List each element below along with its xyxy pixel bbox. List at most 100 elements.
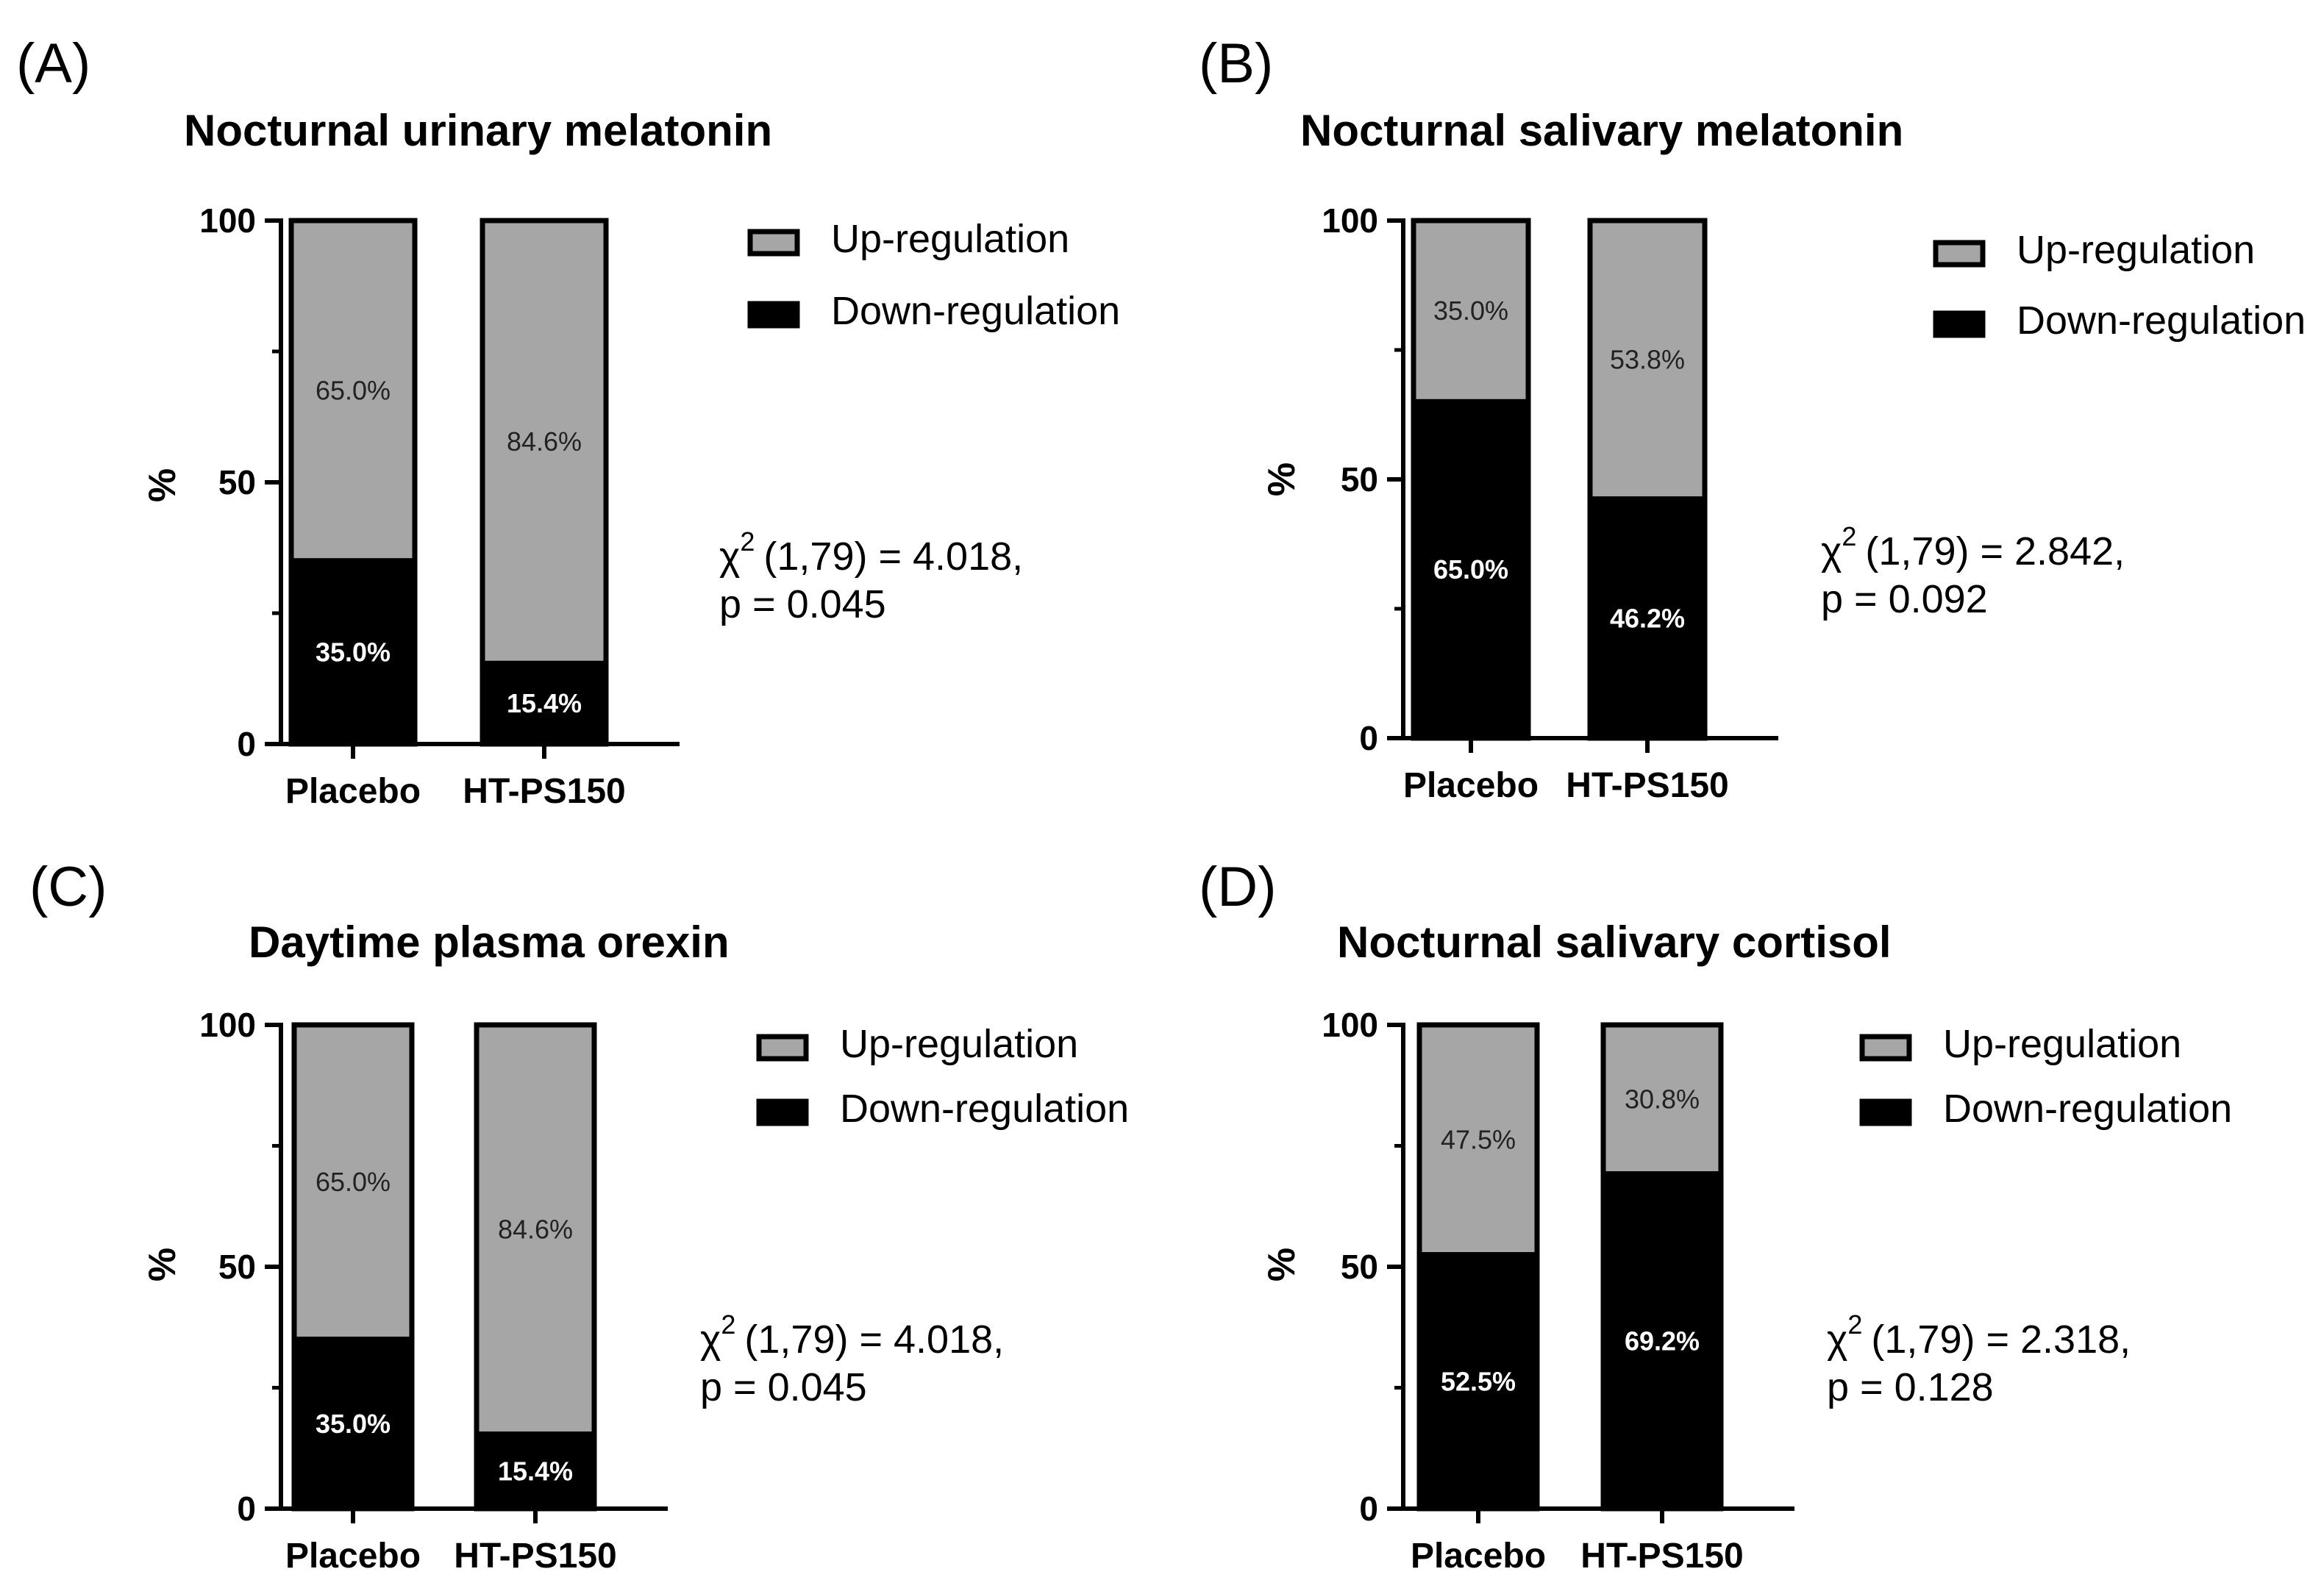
y-tick-label: 0	[1359, 719, 1378, 757]
x-tick-label: Placebo	[1411, 1537, 1546, 1576]
data-label-up: 53.8%	[1610, 344, 1685, 374]
bar-up-regulation	[1416, 1022, 1540, 1258]
legend-swatch-down	[1933, 310, 1986, 338]
chi-superscript: 2	[740, 526, 755, 557]
chi-symbol: χ	[1821, 529, 1842, 573]
panel-label: (D)	[1199, 856, 1277, 918]
legend-swatch-down	[747, 301, 800, 329]
chi-symbol: χ	[1827, 1318, 1847, 1362]
y-tick-label: 50	[1341, 1248, 1378, 1286]
stat-chi-square: χ2 (1,79) = 2.842,	[1821, 521, 2125, 573]
bar-down-regulation	[1411, 398, 1531, 741]
bar-up-regulation	[474, 1022, 597, 1437]
bar-down-regulation	[480, 660, 609, 747]
legend-label: Down-regulation	[1943, 1087, 2232, 1131]
x-tick-label: Placebo	[1403, 766, 1539, 805]
legend-label: Up-regulation	[1943, 1022, 2181, 1066]
chart-panel-d: (D) Nocturnal salivary cortisol 0 50 100% 47.…	[1199, 856, 2232, 1576]
x-tick-label: HT-PS150	[1566, 766, 1728, 805]
stat-p-value: p = 0.092	[1821, 577, 1988, 621]
x-tick-label: HT-PS150	[463, 772, 625, 811]
y-tick-label: 50	[218, 1248, 256, 1286]
stat-p-value: p = 0.045	[700, 1365, 867, 1409]
y-tick-label: 0	[1359, 1490, 1378, 1528]
legend-label: Up-regulation	[840, 1022, 1078, 1066]
bar-up-regulation	[291, 1022, 415, 1342]
stat-value: (1,79) = 2.842,	[1865, 529, 2125, 573]
data-label-up: 65.0%	[316, 1167, 391, 1197]
stat-value: (1,79) = 2.318,	[1871, 1318, 2131, 1362]
panel-label: (A)	[16, 32, 90, 95]
bar-down-regulation	[1600, 1171, 1724, 1512]
chart-title: Nocturnal salivary melatonin	[1300, 106, 1903, 155]
y-tick-label: 100	[1322, 1006, 1378, 1044]
bar-up-regulation	[1600, 1022, 1724, 1177]
data-label-down: 35.0%	[316, 637, 391, 667]
stat-p-value: p = 0.128	[1827, 1365, 1994, 1409]
data-label-up: 84.6%	[507, 426, 582, 457]
legend-label: Up-regulation	[2017, 228, 2255, 272]
bar-up-regulation	[1587, 218, 1708, 502]
bar-down-regulation	[1416, 1252, 1540, 1512]
y-tick-label: 100	[1322, 201, 1378, 240]
y-tick-label: 50	[218, 463, 256, 501]
data-label-down: 35.0%	[316, 1409, 391, 1439]
chart-panel-c: (C) Daytime plasma orexin 0 50 100% 65.0% 35.0…	[29, 856, 1129, 1576]
data-label-down: 52.5%	[1441, 1366, 1516, 1396]
legend-swatch-up	[1933, 240, 1986, 268]
y-tick-label: 50	[1341, 460, 1378, 498]
y-tick-label: 0	[237, 1490, 256, 1528]
chart-title: Daytime plasma orexin	[249, 918, 730, 967]
x-tick-label: HT-PS150	[1580, 1537, 1743, 1576]
stat-chi-square: χ2 (1,79) = 4.018,	[700, 1309, 1004, 1362]
stat-value: (1,79) = 4.018,	[744, 1318, 1004, 1362]
legend-swatch-up	[747, 229, 800, 257]
y-axis-label: %	[141, 1248, 184, 1281]
legend-label: Down-regulation	[2017, 298, 2306, 343]
y-tick-label: 100	[199, 1006, 256, 1044]
x-tick-label: Placebo	[285, 772, 421, 811]
y-tick-label: 100	[199, 201, 256, 240]
data-label-down: 69.2%	[1625, 1326, 1700, 1356]
x-tick-label: Placebo	[285, 1537, 421, 1576]
data-label-down: 15.4%	[507, 688, 582, 718]
legend-swatch-up	[1859, 1034, 1912, 1062]
chi-symbol: χ	[700, 1318, 721, 1362]
legend-label: Down-regulation	[840, 1087, 1129, 1131]
chi-symbol: χ	[719, 534, 740, 579]
chi-superscript: 2	[1842, 521, 1856, 551]
data-label-up: 47.5%	[1441, 1124, 1516, 1154]
legend-label: Up-regulation	[831, 217, 1069, 261]
bar-down-regulation	[1587, 496, 1708, 741]
panel-label: (B)	[1199, 32, 1273, 95]
bar-down-regulation	[288, 558, 418, 747]
legend-label: Down-regulation	[831, 289, 1120, 333]
legend-swatch-down	[756, 1098, 809, 1126]
chi-superscript: 2	[721, 1309, 735, 1340]
data-label-down: 46.2%	[1610, 603, 1685, 633]
y-axis-label: %	[1261, 1248, 1303, 1281]
stat-value: (1,79) = 4.018,	[763, 534, 1023, 579]
data-label-down: 65.0%	[1433, 554, 1508, 584]
bar-up-regulation	[480, 218, 609, 666]
data-label-up: 65.0%	[316, 375, 391, 405]
bar-up-regulation	[1411, 218, 1531, 404]
chart-title: Nocturnal urinary melatonin	[184, 106, 772, 155]
stat-p-value: p = 0.045	[719, 582, 886, 626]
y-axis-label: %	[1261, 462, 1303, 496]
stat-chi-square: χ2 (1,79) = 4.018,	[719, 526, 1023, 579]
stat-chi-square: χ2 (1,79) = 2.318,	[1827, 1309, 2131, 1362]
legend-swatch-down	[1859, 1098, 1912, 1126]
legend-swatch-up	[756, 1034, 809, 1062]
chart-title: Nocturnal salivary cortisol	[1337, 918, 1892, 967]
data-label-up: 84.6%	[498, 1214, 573, 1244]
y-tick-label: 0	[237, 725, 256, 763]
data-label-up: 35.0%	[1433, 296, 1508, 326]
data-label-down: 15.4%	[498, 1456, 573, 1486]
y-axis-label: %	[141, 468, 184, 502]
chart-panel-a: (A) Nocturnal urinary melatonin 0 50 100% 65.…	[16, 32, 1120, 811]
data-label-up: 30.8%	[1625, 1084, 1700, 1114]
x-tick-label: HT-PS150	[454, 1537, 616, 1576]
panel-label: (C)	[29, 856, 107, 918]
